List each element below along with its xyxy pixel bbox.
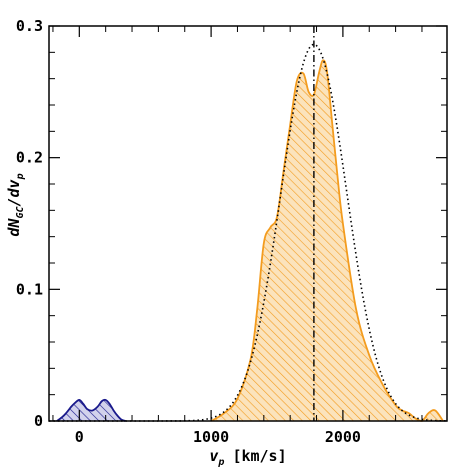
blue-distribution-fill bbox=[56, 399, 126, 421]
y-axis-label-main: dN bbox=[5, 218, 23, 237]
x-axis-label-sub: p bbox=[217, 457, 224, 468]
y-tick-label: 0.1 bbox=[16, 280, 43, 298]
y-tick-label: 0 bbox=[34, 412, 43, 430]
x-tick-label: 0 bbox=[75, 428, 84, 446]
ticks-layer: 0 1000 2000 0 0.1 0.2 0.3 bbox=[16, 17, 447, 446]
y-tick-label: 0.3 bbox=[16, 17, 43, 35]
x-axis-label: vp [km/s] bbox=[209, 447, 286, 468]
x-tick-label: 1000 bbox=[193, 428, 229, 446]
blue-distribution-line bbox=[56, 398, 126, 422]
y-axis-label-mid: /dv bbox=[5, 178, 23, 206]
x-tick-label: 2000 bbox=[325, 428, 361, 446]
x-axis-label-units: [km/s] bbox=[232, 447, 286, 465]
orange-distribution-fill bbox=[211, 60, 444, 421]
x-axis-label-main: v bbox=[209, 447, 219, 465]
y-axis-label: dNGC/dvp bbox=[5, 173, 26, 236]
y-axis-label-sub1: GC bbox=[15, 207, 26, 219]
y-tick-label: 0.2 bbox=[16, 149, 43, 167]
plot-frame bbox=[48, 25, 448, 422]
orange-distribution-line bbox=[210, 59, 444, 422]
series-layer bbox=[49, 26, 448, 422]
y-axis-label-sub2: p bbox=[15, 173, 26, 180]
gaussian-fit-curve bbox=[49, 43, 448, 422]
